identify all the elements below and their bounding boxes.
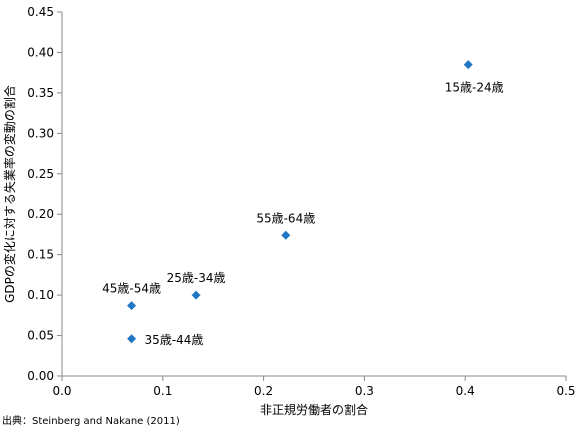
y-axis-ticks: 0.00 0.05 0.10 0.15 0.20 0.25 0.30 0.35 0.40 0.45 xyxy=(27,5,62,383)
y-tick-label: 0.00 xyxy=(27,369,54,383)
x-tick-label: 0.3 xyxy=(355,384,374,398)
y-tick-label: 0.40 xyxy=(27,45,54,59)
source-note: 出典：Steinberg and Nakane (2011) xyxy=(2,416,180,427)
x-tick-label: 0.1 xyxy=(153,384,172,398)
x-tick-label: 0.5 xyxy=(556,384,575,398)
data-point-marker xyxy=(127,334,137,344)
data-points: 15歳-24歳 55歳-64歳 25歳-34歳 45歳-54歳 35歳-44歳 xyxy=(102,60,504,347)
x-tick-label: 0.2 xyxy=(254,384,273,398)
x-tick-label: 0.0 xyxy=(52,384,71,398)
data-point-label: 15歳-24歳 xyxy=(445,81,504,95)
x-tick-label: 0.4 xyxy=(456,384,475,398)
y-axis-title: GDPの変化に対する失業率の変動の割合 xyxy=(2,85,17,303)
data-point-label: 55歳-64歳 xyxy=(256,211,315,225)
data-point-marker xyxy=(281,230,291,240)
data-point-marker xyxy=(127,301,137,311)
y-tick-label: 0.20 xyxy=(27,207,54,221)
x-axis-title: 非正規労働者の割合 xyxy=(260,402,368,417)
data-point-marker xyxy=(463,60,473,70)
y-tick-label: 0.25 xyxy=(27,167,54,181)
y-tick-label: 0.05 xyxy=(27,329,54,343)
y-tick-label: 0.10 xyxy=(27,288,54,302)
y-tick-label: 0.30 xyxy=(27,126,54,140)
y-tick-label: 0.35 xyxy=(27,86,54,100)
x-axis-ticks: 0.0 0.1 0.2 0.3 0.4 0.5 xyxy=(52,376,576,398)
data-point-marker xyxy=(191,290,201,300)
data-point-label: 45歳-54歳 xyxy=(102,282,161,296)
y-tick-label: 0.15 xyxy=(27,248,54,262)
data-point-label: 35歳-44歳 xyxy=(145,333,204,347)
y-tick-label: 0.45 xyxy=(27,5,54,19)
data-point-label: 25歳-34歳 xyxy=(167,271,226,285)
